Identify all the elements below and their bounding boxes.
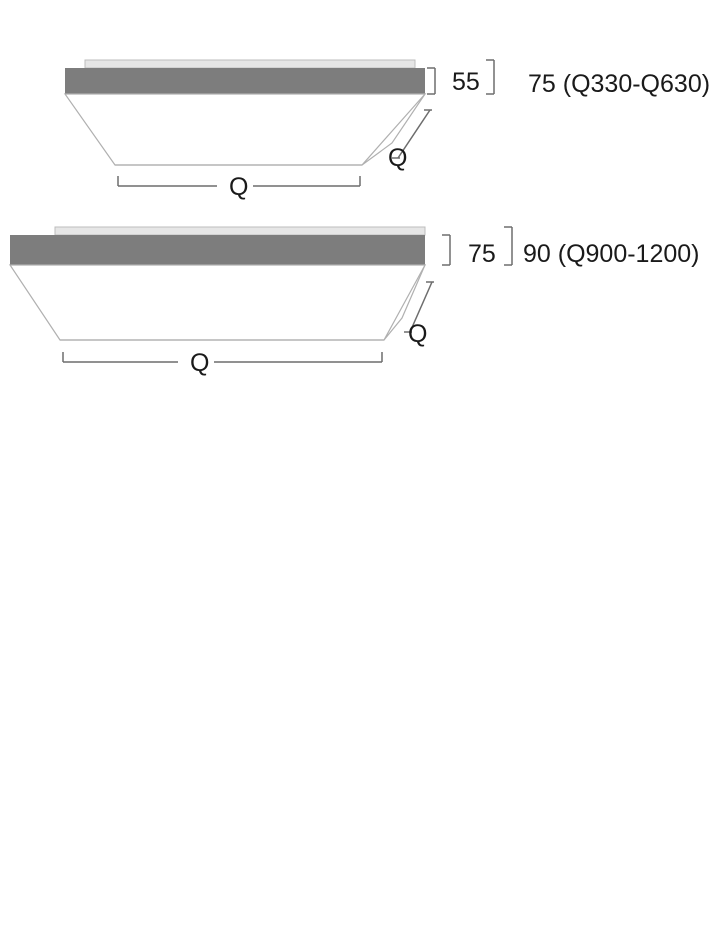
svg-text:Q: Q [190, 349, 209, 377]
svg-text:75 (Q330-Q630): 75 (Q330-Q630) [528, 70, 709, 98]
svg-text:75: 75 [468, 240, 496, 268]
svg-text:Q: Q [408, 320, 427, 348]
svg-text:Q: Q [229, 173, 248, 201]
svg-text:55: 55 [452, 68, 480, 96]
svg-text:Q: Q [388, 144, 407, 172]
technical-drawing: 55 75 (Q330-Q630) Q Q 75 90 (Q900-1200) Q Q [0, 0, 709, 945]
svg-text:90 (Q900-1200): 90 (Q900-1200) [523, 240, 700, 268]
